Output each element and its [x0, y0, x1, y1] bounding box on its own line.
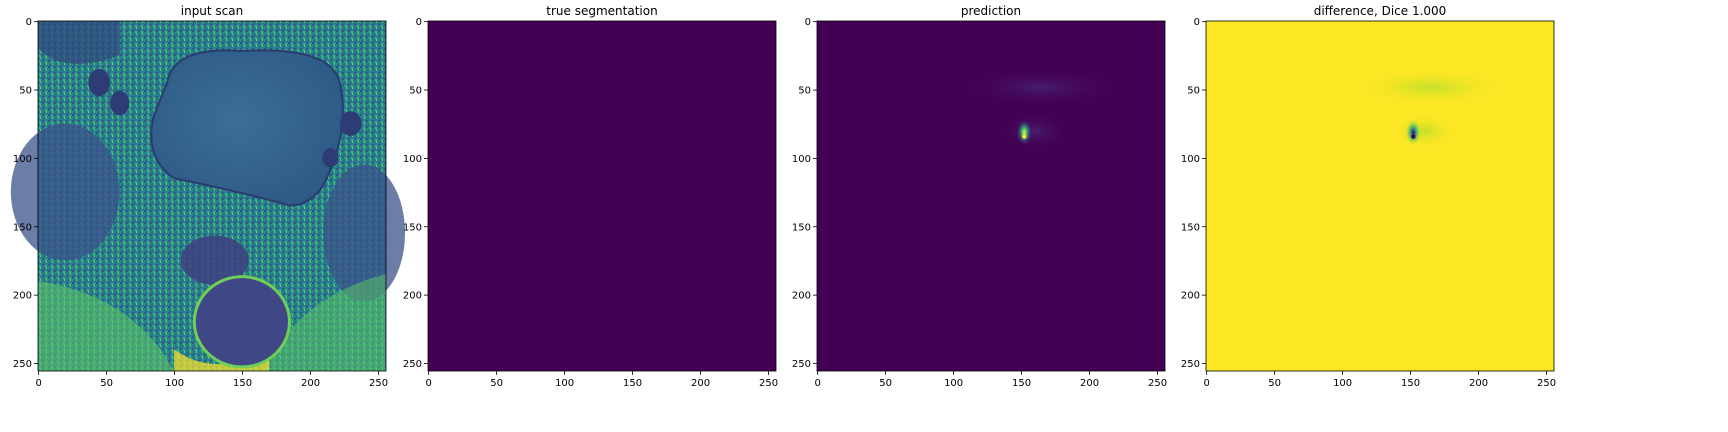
y-tick-label: 250 [403, 359, 422, 370]
x-tick-label: 200 [1469, 378, 1488, 389]
scan-region [38, 21, 120, 64]
faint-region [1349, 68, 1513, 107]
heatmap-image [10, 21, 406, 371]
y-tick-label: 0 [416, 17, 422, 28]
y-tick-label: 50 [409, 86, 422, 97]
panel-title: input scan [181, 4, 244, 18]
scan-bladder [150, 49, 344, 207]
y-tick-label: 150 [403, 222, 422, 233]
axes-frame [816, 20, 1166, 372]
x-tick-label: 100 [165, 378, 184, 389]
y-tick-label: 250 [792, 359, 811, 370]
panel-title: true segmentation [546, 4, 657, 18]
y-tick-label: 100 [1181, 154, 1200, 165]
x-tick-label: 100 [1333, 378, 1352, 389]
y-tick-label: 50 [19, 86, 32, 97]
y-tick-label: 150 [1181, 222, 1200, 233]
x-tick-label: 250 [759, 378, 778, 389]
faint-region [1388, 111, 1460, 151]
heatmap-fill [428, 21, 776, 371]
scan-region [339, 111, 362, 136]
y-tick-label: 100 [403, 154, 422, 165]
panel-title: difference, Dice 1.000 [1314, 4, 1447, 18]
x-tick-label: 50 [879, 378, 892, 389]
hotspot [1405, 118, 1422, 147]
x-tick-label: 0 [35, 378, 41, 389]
y-tick-label: 0 [1194, 17, 1200, 28]
scan-region [262, 273, 386, 371]
hotspot-peak [1022, 134, 1027, 139]
x-tick-label: 50 [100, 378, 113, 389]
scan-region [110, 90, 130, 116]
x-tick-label: 250 [369, 378, 388, 389]
scan-rectum [192, 275, 291, 369]
hotspot [1016, 118, 1033, 147]
scan-region [322, 148, 339, 168]
y-tick-label: 200 [403, 291, 422, 302]
axes-frame [427, 20, 777, 372]
y-tick-label: 200 [792, 291, 811, 302]
x-tick-label: 200 [301, 378, 320, 389]
axes-frame [37, 20, 387, 372]
y-tick-label: 50 [1187, 86, 1200, 97]
y-tick-label: 250 [13, 359, 32, 370]
y-tick-label: 0 [805, 17, 811, 28]
y-tick-label: 200 [13, 291, 32, 302]
scan-region [38, 280, 174, 371]
x-tick-label: 0 [425, 378, 431, 389]
y-tick-label: 150 [792, 222, 811, 233]
y-tick-label: 250 [1181, 359, 1200, 370]
y-tick-label: 200 [1181, 291, 1200, 302]
x-tick-label: 150 [233, 378, 252, 389]
x-tick-label: 200 [691, 378, 710, 389]
x-tick-label: 250 [1148, 378, 1167, 389]
y-tick-label: 100 [13, 154, 32, 165]
scan-region [88, 68, 111, 97]
x-tick-label: 250 [1537, 378, 1556, 389]
x-tick-label: 200 [1080, 378, 1099, 389]
x-tick-label: 0 [1203, 378, 1209, 389]
heatmap-image [817, 21, 1165, 371]
hotspot-peak [1411, 134, 1416, 139]
x-tick-label: 50 [490, 378, 503, 389]
y-tick-label: 150 [13, 222, 32, 233]
x-tick-label: 100 [944, 378, 963, 389]
x-tick-label: 0 [814, 378, 820, 389]
heatmap-image [428, 21, 776, 371]
axes-frame [1205, 20, 1555, 372]
y-tick-label: 50 [798, 86, 811, 97]
scan-region [323, 164, 406, 302]
y-tick-label: 100 [792, 154, 811, 165]
x-tick-label: 100 [555, 378, 574, 389]
y-tick-label: 0 [26, 17, 32, 28]
x-tick-label: 150 [1012, 378, 1031, 389]
x-tick-label: 150 [623, 378, 642, 389]
x-tick-label: 150 [1401, 378, 1420, 389]
x-tick-label: 50 [1268, 378, 1281, 389]
scan-region [180, 235, 249, 285]
faint-region [999, 111, 1071, 151]
scan-region [10, 123, 120, 261]
panel-title: prediction [961, 4, 1021, 18]
heatmap-image [1206, 21, 1554, 371]
faint-region [960, 68, 1124, 107]
